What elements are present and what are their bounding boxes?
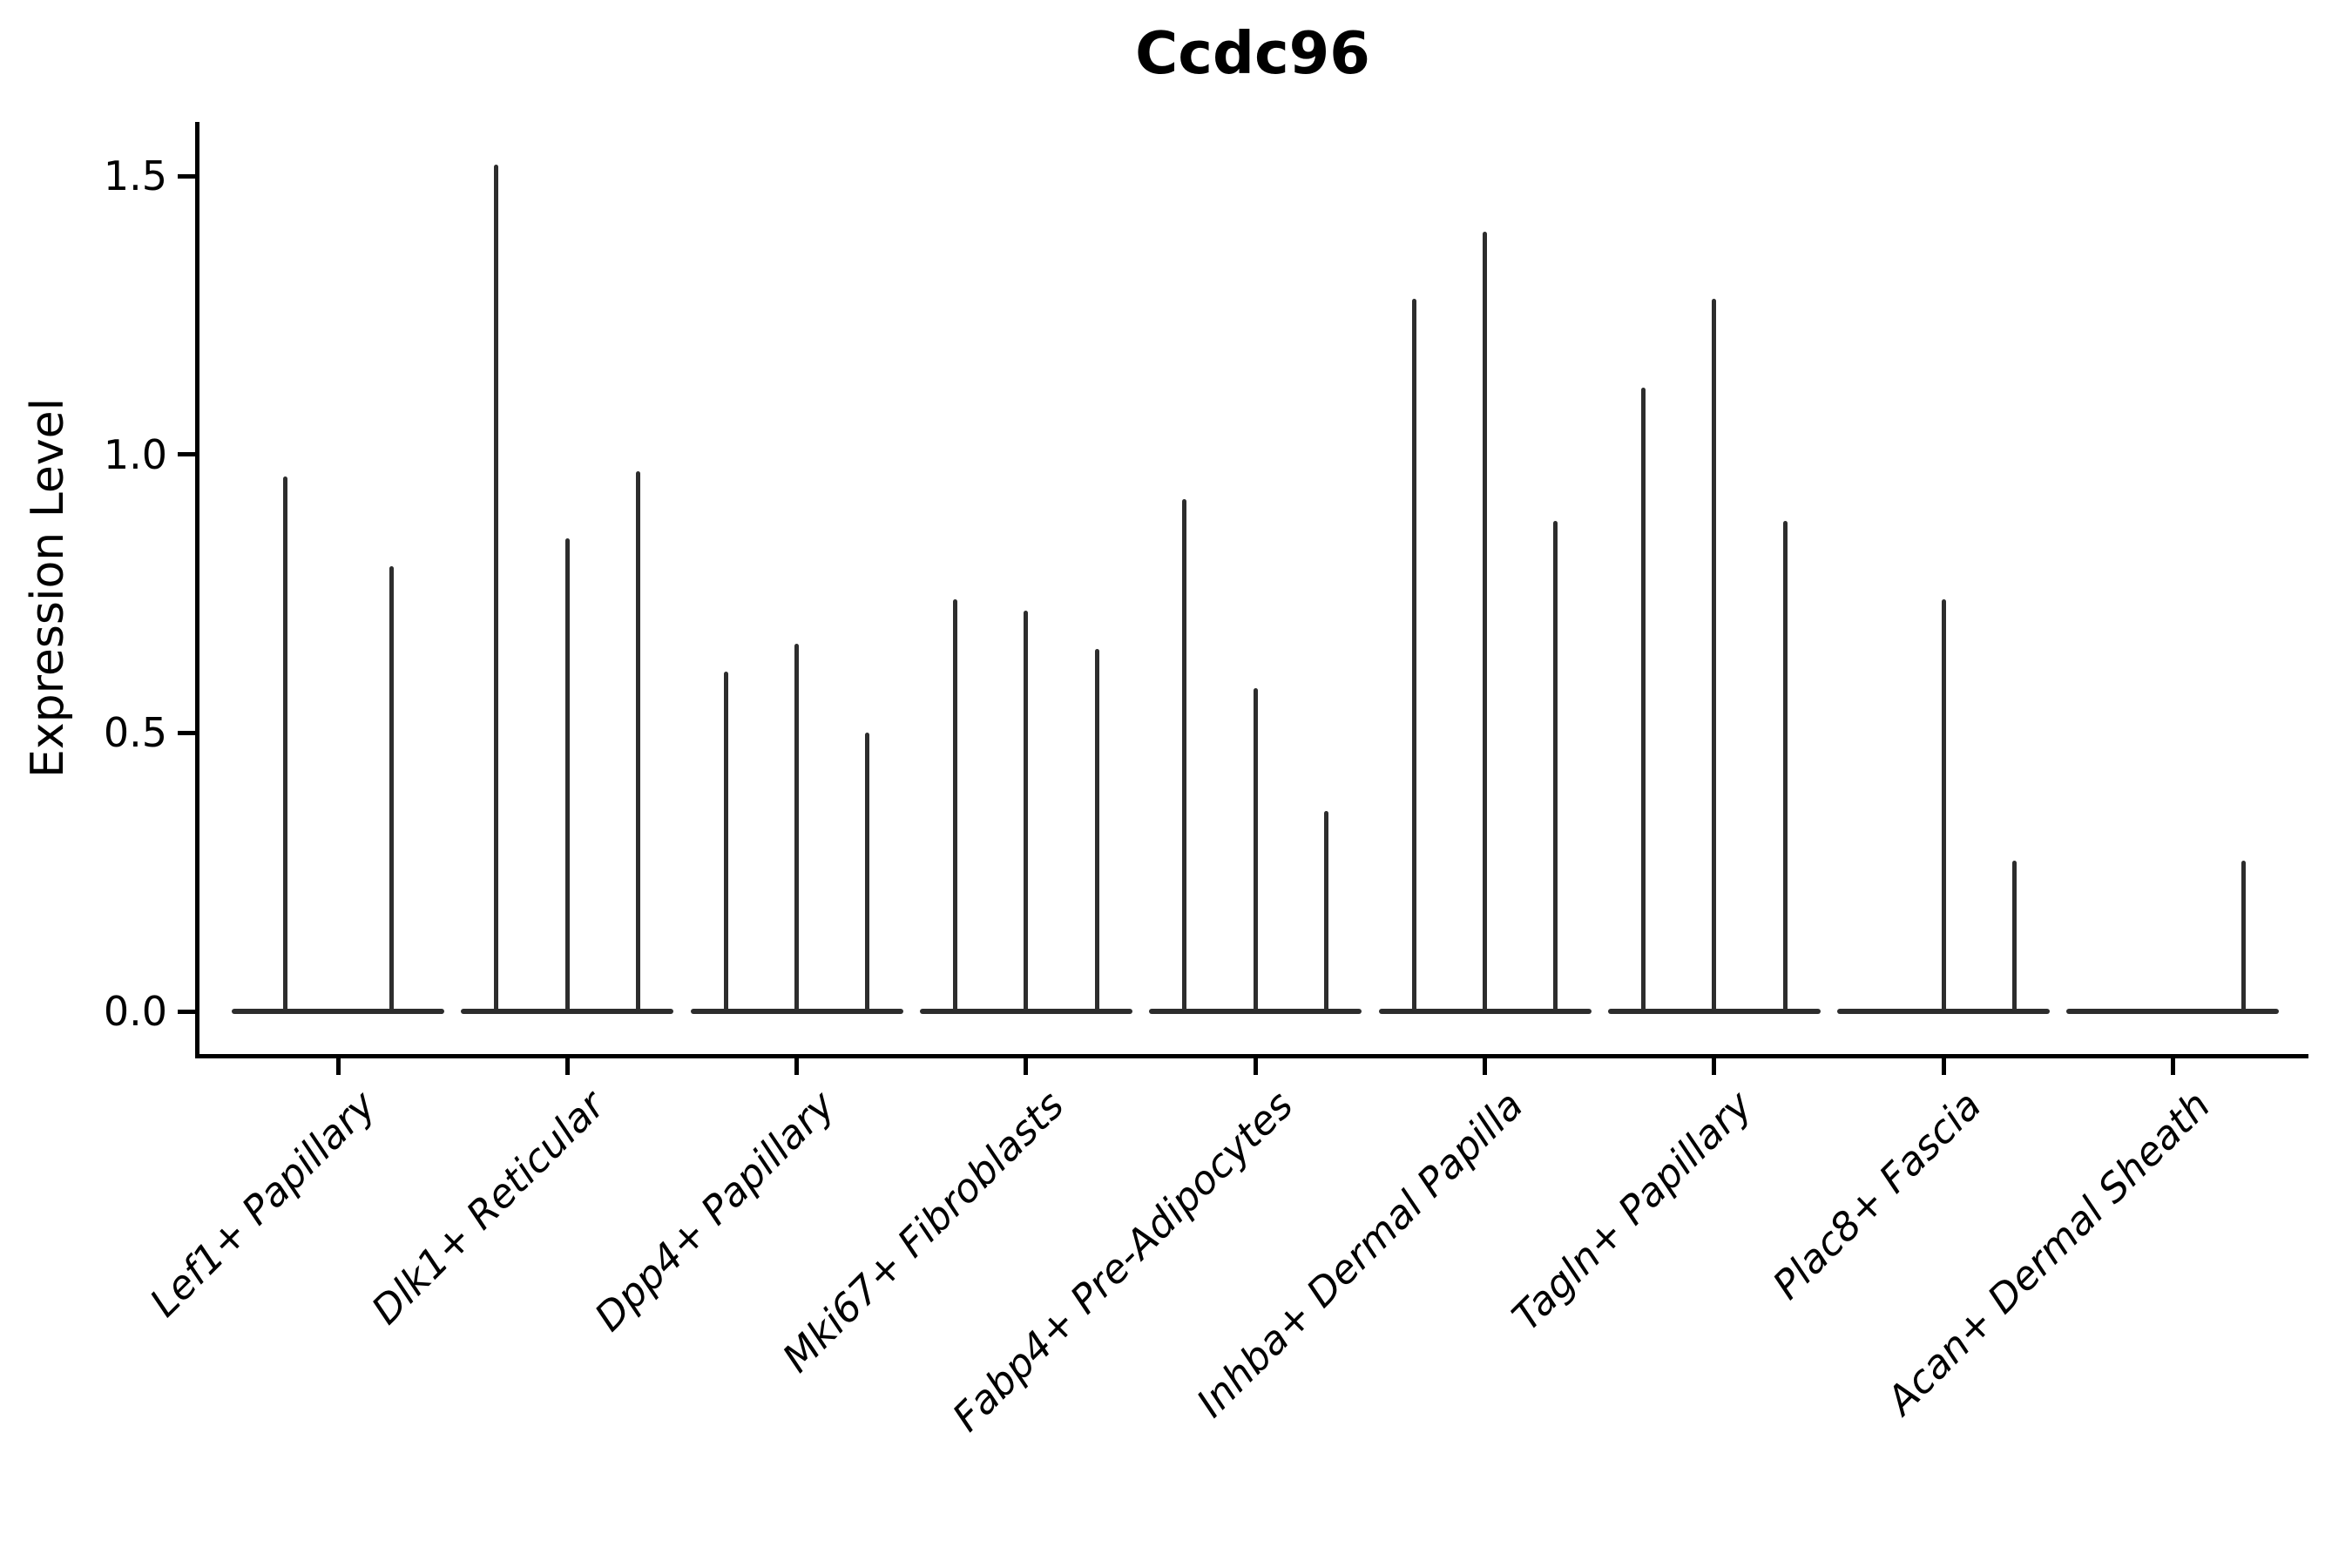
y-tick xyxy=(178,1009,197,1014)
y-tick xyxy=(178,452,197,457)
violin-baseline xyxy=(2066,1009,2280,1014)
chart-title: Ccdc96 xyxy=(1135,19,1370,87)
violin-spike xyxy=(1182,498,1187,1014)
violin-spike xyxy=(636,470,641,1014)
x-tick xyxy=(1024,1054,1029,1075)
x-tick-label: Dlk1+ Reticular xyxy=(362,1082,614,1334)
violin-spike xyxy=(1024,610,1029,1014)
violin-spike xyxy=(1094,649,1099,1014)
violin-spike xyxy=(723,672,728,1014)
violin-spike xyxy=(1324,810,1329,1014)
violin-spike xyxy=(2241,861,2247,1014)
x-tick-label: Plac8+ Fascia xyxy=(1763,1082,1990,1308)
x-tick-label: Lef1+ Papillary xyxy=(140,1082,385,1326)
y-tick xyxy=(178,173,197,179)
violin-spike xyxy=(953,598,958,1014)
violin-spike xyxy=(1941,598,1946,1014)
x-tick xyxy=(1941,1054,1946,1075)
violin-spike xyxy=(494,165,499,1014)
x-tick-label: Tagln+ Papillary xyxy=(1503,1082,1761,1340)
violin-spike xyxy=(2011,861,2017,1014)
violin-spike xyxy=(1712,298,1717,1014)
x-axis-spine xyxy=(195,1054,2308,1058)
x-tick xyxy=(1483,1054,1487,1075)
violin-spike xyxy=(1640,387,1646,1014)
y-tick-label: 1.5 xyxy=(103,152,167,200)
x-tick xyxy=(564,1054,570,1075)
x-tick xyxy=(794,1054,800,1075)
violin-spike xyxy=(564,537,570,1014)
x-tick xyxy=(1253,1054,1258,1075)
x-tick xyxy=(335,1054,341,1075)
y-tick-label: 0.5 xyxy=(103,709,167,757)
y-tick-label: 1.0 xyxy=(103,430,167,478)
violin-spike xyxy=(865,733,870,1014)
y-tick xyxy=(178,730,197,735)
violin-baseline xyxy=(232,1009,444,1014)
violin-spike xyxy=(1782,521,1788,1014)
violin-spike xyxy=(1411,298,1416,1014)
x-tick xyxy=(1712,1054,1717,1075)
y-tick-label: 0.0 xyxy=(103,988,167,1035)
violin-spike xyxy=(1553,521,1558,1014)
violin-spike xyxy=(1253,688,1258,1014)
y-axis-spine xyxy=(195,122,199,1058)
violin-spike xyxy=(282,476,287,1014)
x-tick xyxy=(2170,1054,2175,1075)
violin-spike xyxy=(794,644,800,1014)
violin-spike xyxy=(389,565,394,1014)
violin-spike xyxy=(1483,231,1487,1014)
x-tick-label: Dpp4+ Papillary xyxy=(585,1082,844,1341)
